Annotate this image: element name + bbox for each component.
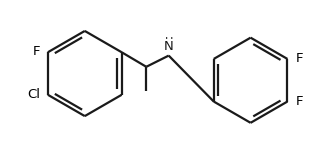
Text: N: N xyxy=(164,40,174,53)
Text: Cl: Cl xyxy=(27,88,40,101)
Text: F: F xyxy=(295,95,303,108)
Text: F: F xyxy=(295,52,303,66)
Text: F: F xyxy=(33,45,40,58)
Text: H: H xyxy=(165,37,173,47)
